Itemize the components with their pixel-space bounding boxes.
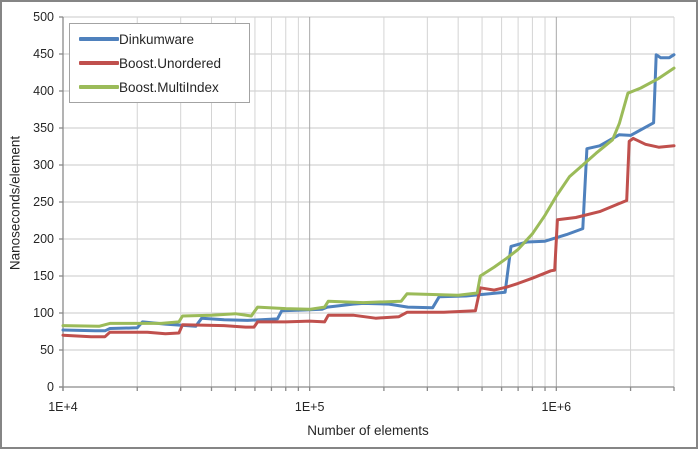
- y-axis-title: Nanoseconds/element: [7, 135, 23, 271]
- legend-label: Dinkumware: [119, 31, 195, 47]
- series-line-boost-unordered: [61, 136, 676, 339]
- legend-item-dinkumware: Dinkumware: [79, 32, 249, 47]
- y-tick-label: 150: [33, 269, 54, 283]
- legend-item-boost-multiindex: Boost.MultiIndex: [79, 80, 249, 95]
- series-line-dinkumware: [61, 53, 676, 333]
- y-tick-label: 400: [33, 84, 54, 98]
- y-tick-label: 200: [33, 232, 54, 246]
- legend-label: Boost.Unordered: [119, 55, 222, 71]
- legend-label: Boost.MultiIndex: [119, 79, 219, 95]
- legend: Dinkumware Boost.Unordered Boost.MultiIn…: [69, 23, 250, 103]
- y-tick-label: 50: [40, 343, 54, 357]
- legend-swatch-boost-unordered: [79, 61, 119, 65]
- x-tick-label: 1E+4: [48, 400, 78, 414]
- legend-swatch-dinkumware: [79, 37, 119, 41]
- x-tick-label: 1E+6: [541, 400, 572, 414]
- y-tick-label: 300: [33, 158, 54, 172]
- x-axis-title: Number of elements: [307, 423, 429, 438]
- x-tick-label: 1E+5: [294, 400, 325, 414]
- series-line-boost-multiindex: [61, 66, 676, 328]
- y-tick-label: 100: [33, 306, 54, 320]
- y-tick-label: 450: [33, 47, 54, 61]
- legend-swatch-boost-multiindex: [79, 85, 119, 89]
- y-tick-label: 250: [33, 195, 54, 209]
- y-tick-label: 0: [47, 380, 54, 394]
- y-tick-label: 500: [33, 10, 54, 24]
- legend-item-boost-unordered: Boost.Unordered: [79, 56, 249, 71]
- y-tick-label: 350: [33, 121, 54, 135]
